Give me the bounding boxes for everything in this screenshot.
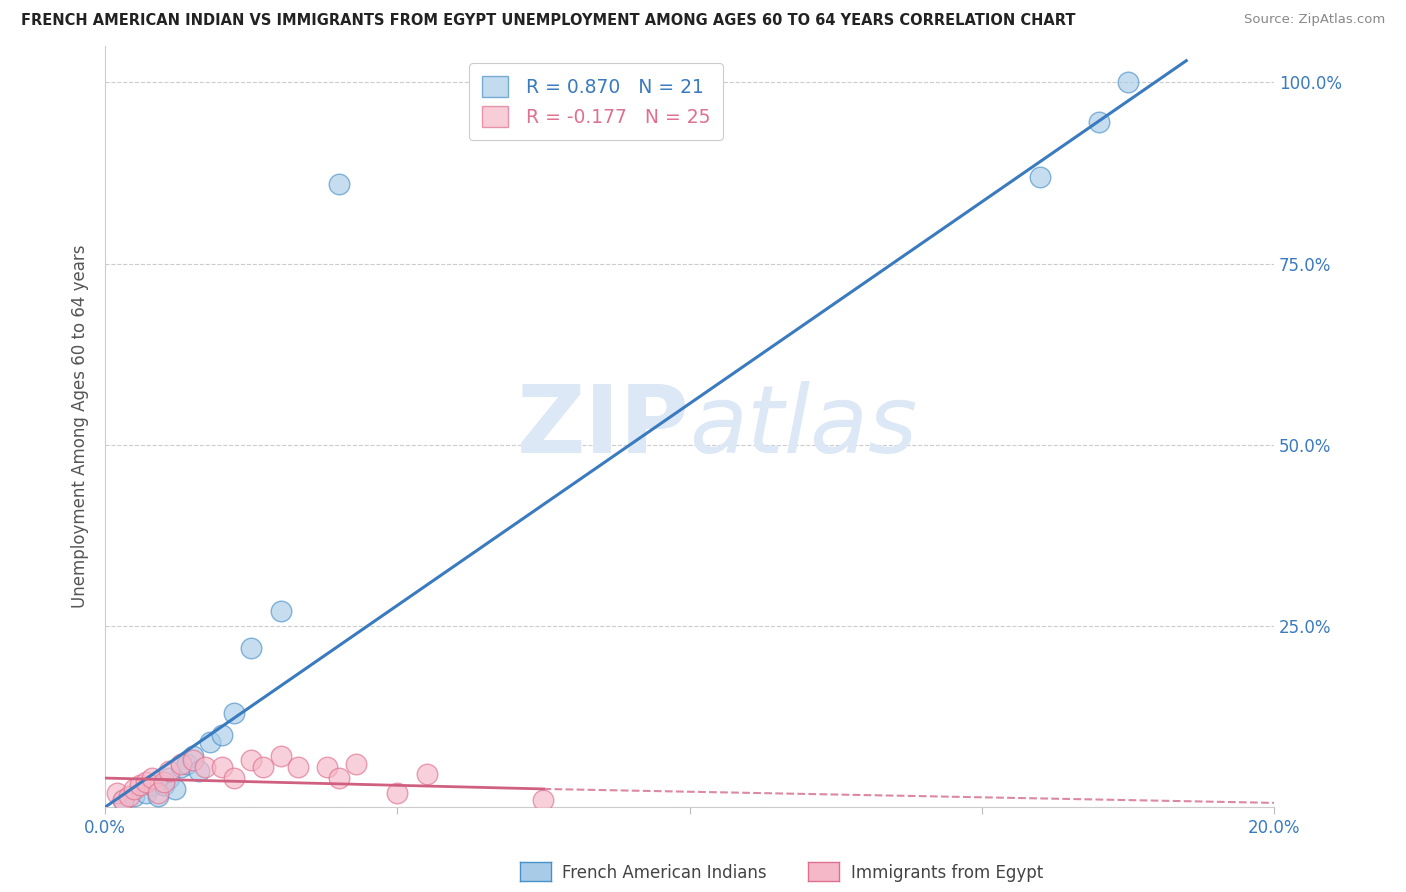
Point [1087,115,1109,129]
Point [240,640,263,655]
Point [170,756,193,771]
Point [176,756,198,771]
Point [222,771,245,785]
Point [1029,169,1052,184]
Point [328,177,350,191]
Point [533,793,555,807]
Point [111,793,134,807]
Point [193,760,215,774]
Point [181,749,204,764]
Text: FRENCH AMERICAN INDIAN VS IMMIGRANTS FROM EGYPT UNEMPLOYMENT AMONG AGES 60 TO 64: FRENCH AMERICAN INDIAN VS IMMIGRANTS FRO… [21,13,1076,29]
Point [141,778,163,792]
Text: atlas: atlas [689,381,918,472]
Text: French American Indians: French American Indians [562,864,768,882]
Point [211,760,233,774]
Point [270,604,292,618]
Point [328,771,350,785]
Point [135,774,157,789]
Point [211,728,233,742]
Point [415,767,437,781]
Text: ZIP: ZIP [516,381,689,473]
Point [146,786,169,800]
Point [135,786,157,800]
Point [146,789,169,804]
Point [181,753,204,767]
Point [111,793,134,807]
Point [141,771,163,785]
Point [316,760,339,774]
Point [165,781,187,796]
Y-axis label: Unemployment Among Ages 60 to 64 years: Unemployment Among Ages 60 to 64 years [72,245,89,608]
Point [159,771,181,785]
Point [129,778,152,792]
Point [222,706,245,720]
Point [346,756,368,771]
Point [159,764,181,778]
Point [124,789,146,804]
Point [1116,75,1139,89]
Point [117,789,139,804]
Point [152,774,174,789]
Point [200,735,222,749]
Point [240,753,263,767]
Text: Source: ZipAtlas.com: Source: ZipAtlas.com [1244,13,1385,27]
Legend:  R = 0.870   N = 21,  R = -0.177   N = 25: R = 0.870 N = 21, R = -0.177 N = 25 [470,63,723,140]
Text: Immigrants from Egypt: Immigrants from Egypt [851,864,1043,882]
Point [170,760,193,774]
Point [124,781,146,796]
Point [287,760,309,774]
Point [387,786,409,800]
Point [252,760,274,774]
Point [187,764,209,778]
Point [105,786,128,800]
Point [270,749,292,764]
Point [152,778,174,792]
